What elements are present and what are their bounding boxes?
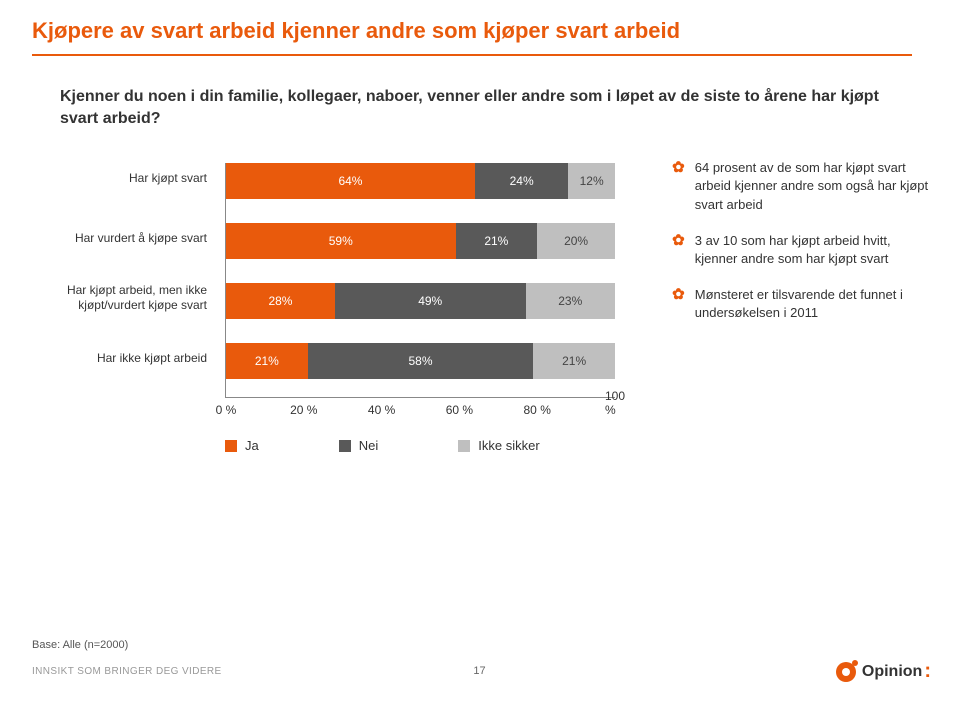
- bullet-icon: ✿: [672, 159, 685, 214]
- legend-label: Ja: [245, 438, 259, 453]
- bullet-item: ✿ 64 prosent av de som har kjøpt svart a…: [672, 159, 929, 214]
- base-note: Base: Alle (n=2000): [32, 639, 128, 651]
- bullet-item: ✿ Mønsteret er tilsvarende det funnet i …: [672, 286, 929, 322]
- legend: Ja Nei Ikke sikker: [225, 438, 540, 453]
- insight-bullets: ✿ 64 prosent av de som har kjøpt svart a…: [662, 153, 929, 473]
- bar-segment-ikke: 23%: [526, 283, 615, 319]
- bullet-icon: ✿: [672, 286, 685, 322]
- bar-row: 64% 24% 12%: [226, 163, 615, 199]
- bar-segment-ja: 59%: [226, 223, 456, 259]
- bar-row: 28% 49% 23%: [226, 283, 615, 319]
- bar-segment-nei: 58%: [308, 343, 534, 379]
- legend-label: Nei: [359, 438, 379, 453]
- logo-circle-inner: [842, 668, 850, 676]
- question-text: Kjenner du noen i din familie, kollegaer…: [0, 56, 959, 129]
- bullet-text: 64 prosent av de som har kjøpt svart arb…: [695, 159, 929, 214]
- legend-item-ikke: Ikke sikker: [458, 438, 539, 453]
- x-tick: 60 %: [446, 403, 473, 417]
- bullet-icon: ✿: [672, 232, 685, 268]
- legend-swatch: [339, 440, 351, 452]
- legend-swatch: [458, 440, 470, 452]
- logo-mark: [836, 662, 856, 682]
- bar-row: 59% 21% 20%: [226, 223, 615, 259]
- content-area: Har kjøpt svart Har vurdert å kjøpe svar…: [0, 129, 959, 473]
- category-label: Har kjøpt arbeid, men ikke kjøpt/vurdert…: [30, 283, 215, 313]
- page-number: 17: [473, 665, 485, 677]
- bar-chart: Har kjøpt svart Har vurdert å kjøpe svar…: [30, 153, 662, 473]
- legend-item-ja: Ja: [225, 438, 259, 453]
- x-tick: 100 %: [605, 389, 625, 417]
- bar-segment-ja: 21%: [226, 343, 308, 379]
- bullet-text: 3 av 10 som har kjøpt arbeid hvitt, kjen…: [695, 232, 929, 268]
- bullet-item: ✿ 3 av 10 som har kjøpt arbeid hvitt, kj…: [672, 232, 929, 268]
- footer-tagline: INNSIKT SOM BRINGER DEG VIDERE: [32, 666, 222, 677]
- x-tick: 20 %: [290, 403, 317, 417]
- header: Kjøpere av svart arbeid kjenner andre so…: [0, 0, 959, 56]
- bullet-text: Mønsteret er tilsvarende det funnet i un…: [695, 286, 929, 322]
- bar-segment-ikke: 20%: [537, 223, 615, 259]
- category-label: Har ikke kjøpt arbeid: [30, 351, 215, 366]
- legend-swatch: [225, 440, 237, 452]
- category-label: Har kjøpt svart: [30, 171, 215, 186]
- x-tick: 40 %: [368, 403, 395, 417]
- legend-label: Ikke sikker: [478, 438, 539, 453]
- page-title: Kjøpere av svart arbeid kjenner andre so…: [32, 18, 959, 44]
- x-tick: 80 %: [524, 403, 551, 417]
- bar-segment-ja: 28%: [226, 283, 335, 319]
- bar-segment-nei: 21%: [456, 223, 538, 259]
- opinion-logo: Opinion :: [836, 660, 931, 683]
- bar-segment-ikke: 21%: [533, 343, 615, 379]
- category-label: Har vurdert å kjøpe svart: [30, 231, 215, 246]
- logo-colon: :: [924, 660, 931, 683]
- x-tick: 0 %: [216, 403, 237, 417]
- logo-accent-dot: [852, 660, 858, 666]
- bar-row: 21% 58% 21%: [226, 343, 615, 379]
- logo-text: Opinion: [862, 663, 922, 681]
- bar-segment-ikke: 12%: [568, 163, 615, 199]
- bar-segment-nei: 49%: [335, 283, 526, 319]
- bar-segment-nei: 24%: [475, 163, 568, 199]
- legend-item-nei: Nei: [339, 438, 379, 453]
- bar-segment-ja: 64%: [226, 163, 475, 199]
- plot-area: 64% 24% 12% 59% 21% 20% 28% 49% 23% 21% …: [225, 163, 615, 398]
